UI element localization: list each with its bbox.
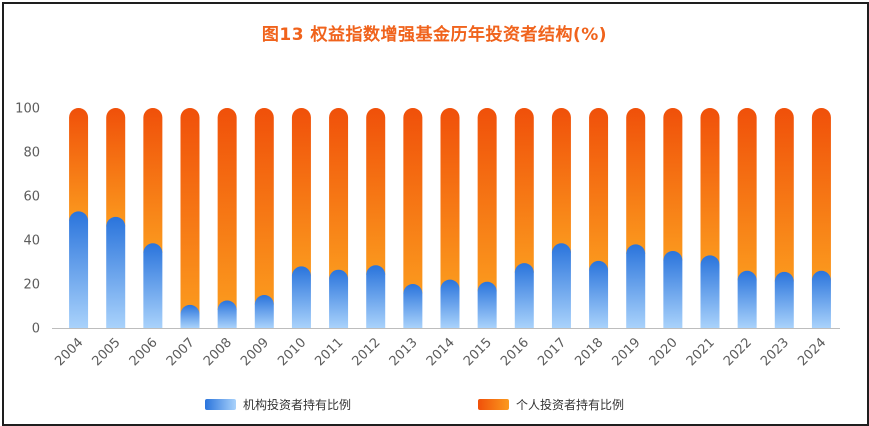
x-tick-label: 2012 — [350, 335, 384, 369]
y-tick-label: 20 — [23, 278, 40, 293]
bar-institutional — [514, 263, 534, 328]
y-tick-label: 0 — [32, 322, 40, 337]
x-tick-label: 2020 — [647, 335, 681, 369]
legend: 机构投资者持有比例 个人投资者持有比例 — [205, 397, 624, 412]
bar-institutional — [366, 265, 386, 328]
bar-individual — [329, 108, 349, 280]
bar-individual — [589, 108, 609, 271]
chart-title: 图13 权益指数增强基金历年投资者结构(%) — [261, 25, 608, 45]
bar-individual — [254, 108, 274, 305]
bar-individual — [737, 108, 757, 281]
x-tick-label: 2021 — [684, 335, 718, 369]
y-tick-label: 80 — [23, 146, 40, 161]
bar-institutional — [626, 244, 646, 328]
bar-individual — [403, 108, 423, 294]
bar-institutional — [589, 260, 609, 328]
bar-institutional — [811, 270, 831, 328]
bar-institutional — [180, 304, 200, 328]
bar-institutional — [106, 216, 126, 328]
bar-individual — [366, 108, 386, 275]
legend-label-institutional: 机构投资者持有比例 — [243, 397, 351, 412]
x-tick-label: 2017 — [535, 335, 569, 369]
y-tick-label: 100 — [15, 102, 40, 117]
legend-label-individual: 个人投资者持有比例 — [516, 397, 624, 412]
x-tick-label: 2019 — [610, 335, 644, 369]
bar-institutional — [254, 295, 274, 328]
bar-institutional — [477, 281, 497, 328]
x-tick-label: 2023 — [758, 335, 792, 369]
x-tick-label: 2014 — [424, 335, 458, 369]
bar-individual — [106, 108, 126, 227]
bar-institutional — [440, 279, 460, 328]
bar-institutional — [143, 243, 163, 328]
y-tick-label: 40 — [23, 234, 40, 249]
bar-individual — [663, 108, 683, 261]
bar-institutional — [774, 271, 794, 328]
bar-institutional — [700, 255, 720, 328]
bar-individual — [700, 108, 720, 265]
y-axis: 0 20 40 60 80 100 — [15, 102, 40, 337]
bar-individual — [69, 108, 89, 221]
bar-institutional — [737, 270, 757, 328]
bar-institutional — [291, 266, 311, 328]
bar-institutional — [551, 243, 571, 328]
bar-institutional — [403, 284, 423, 328]
legend-swatch-institutional — [205, 399, 236, 410]
bar-individual — [477, 108, 497, 292]
x-tick-label: 2007 — [164, 335, 198, 369]
bar-individual — [217, 108, 237, 311]
bar-individual — [440, 108, 460, 290]
bar-institutional — [217, 300, 237, 328]
x-tick-label: 2009 — [238, 335, 272, 369]
x-tick-label: 2005 — [90, 335, 124, 369]
bar-individual — [774, 108, 794, 282]
bar-individual — [626, 108, 646, 254]
x-tick-label: 2010 — [275, 335, 309, 369]
x-tick-label: 2018 — [572, 335, 606, 369]
bars-group — [69, 108, 831, 328]
bar-institutional — [69, 211, 89, 328]
x-tick-label: 2008 — [201, 335, 235, 369]
x-tick-label: 2024 — [795, 335, 829, 369]
x-tick-label: 2011 — [312, 335, 346, 369]
bar-individual — [143, 108, 163, 253]
x-tick-label: 2022 — [721, 335, 755, 369]
x-axis-labels: 2004 2005 2006 2007 2008 2009 2010 2011 2012 2013… — [52, 335, 829, 369]
bar-institutional — [329, 269, 349, 328]
legend-swatch-individual — [478, 399, 509, 410]
bar-individual — [514, 108, 534, 273]
x-tick-label: 2013 — [387, 335, 421, 369]
bar-institutional — [663, 251, 683, 328]
x-tick-label: 2015 — [461, 335, 495, 369]
bar-individual — [811, 108, 831, 281]
bar-individual — [551, 108, 571, 253]
x-tick-label: 2006 — [127, 335, 161, 369]
y-tick-label: 60 — [23, 190, 40, 205]
x-tick-label: 2016 — [498, 335, 532, 369]
bar-individual — [291, 108, 311, 276]
x-tick-label: 2004 — [52, 335, 86, 369]
bar-individual — [180, 108, 200, 315]
